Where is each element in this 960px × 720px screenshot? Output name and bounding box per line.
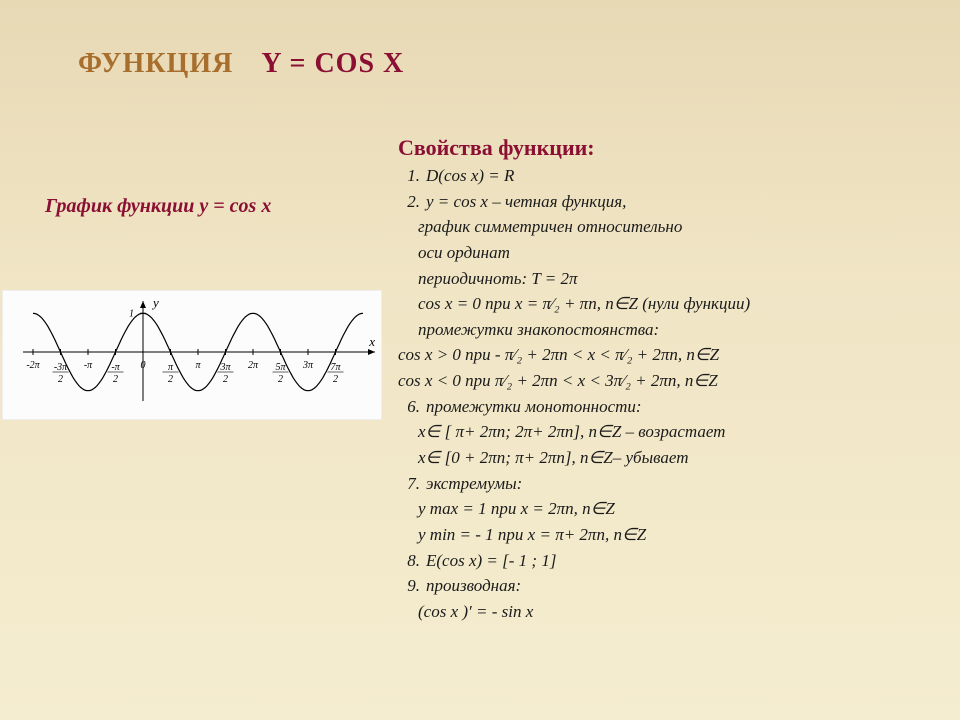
svg-text:1: 1	[129, 308, 134, 319]
properties-title: Свойства функции:	[398, 135, 595, 161]
prop-7: экстремумы:	[426, 474, 522, 493]
title-word1: ФУНКЦИЯ	[78, 48, 233, 79]
svg-text:0: 0	[141, 360, 146, 371]
svg-text:x: x	[368, 334, 375, 349]
svg-text:-π: -π	[111, 362, 120, 373]
graph-caption: График функции y = cos x	[45, 195, 271, 218]
svg-text:π: π	[195, 360, 201, 371]
page-title: ФУНКЦИЯ Y = COS X	[78, 48, 404, 80]
svg-text:-3π: -3π	[54, 362, 68, 373]
prop-2b: график симметричен относительно	[418, 217, 682, 236]
prop-6: промежутки монотонности:	[426, 397, 642, 416]
prop-6a: x∈ [ π+ 2πn; 2π+ 2πn], n∈Z – возрастает	[418, 422, 725, 441]
title-word2: Y = COS X	[261, 48, 404, 79]
svg-text:7π: 7π	[330, 362, 341, 373]
svg-text:2: 2	[113, 374, 118, 385]
prop-7b: y min = - 1 при x = π+ 2πn, n∈Z	[418, 525, 646, 544]
svg-text:2: 2	[58, 374, 63, 385]
svg-text:2: 2	[168, 374, 173, 385]
svg-text:2: 2	[278, 374, 283, 385]
prop-9a: (cos x )′ = - sin x	[418, 602, 533, 621]
prop-7a: y max = 1 при x = 2πn, n∈Z	[418, 499, 615, 518]
svg-text:3π: 3π	[302, 360, 314, 371]
properties-list: 1.D(cos x) = R 2.y = cos x – четная функ…	[398, 163, 938, 626]
prop-5a: cos x > 0 при - π⁄₂ + 2πn < x < π⁄₂ + 2π…	[398, 345, 719, 364]
svg-text:5π: 5π	[275, 362, 286, 373]
prop-4: cos x = 0 при x = π⁄₂ + πn, n∈Z (нули фу…	[418, 294, 750, 313]
cosine-chart: 1-2π-3π2-π-π20π2π3π22π5π23π7π2yx	[2, 290, 382, 420]
chart-svg: 1-2π-3π2-π-π20π2π3π22π5π23π7π2yx	[3, 291, 383, 421]
prop-3: периодичноть: T = 2π	[418, 269, 578, 288]
prop-5b: cos x < 0 при π⁄₂ + 2πn < x < 3π⁄₂ + 2πn…	[398, 371, 718, 390]
svg-text:3π: 3π	[219, 362, 231, 373]
prop-9: производная:	[426, 576, 521, 595]
prop-1: D(cos x) = R	[426, 166, 514, 185]
svg-text:2π: 2π	[248, 360, 259, 371]
svg-text:-π: -π	[84, 360, 93, 371]
svg-text:y: y	[151, 295, 159, 310]
svg-text:-2π: -2π	[26, 360, 40, 371]
prop-2: y = cos x – четная функция,	[426, 192, 626, 211]
prop-2c: оси ординат	[418, 243, 510, 262]
prop-5: промежутки знакопостоянства:	[418, 320, 659, 339]
prop-6b: x∈ [0 + 2πn; π+ 2πn], n∈Z– убывает	[418, 448, 688, 467]
svg-text:2: 2	[223, 374, 228, 385]
svg-text:2: 2	[333, 374, 338, 385]
prop-8: E(cos x) = [- 1 ; 1]	[426, 551, 556, 570]
svg-text:π: π	[168, 362, 174, 373]
